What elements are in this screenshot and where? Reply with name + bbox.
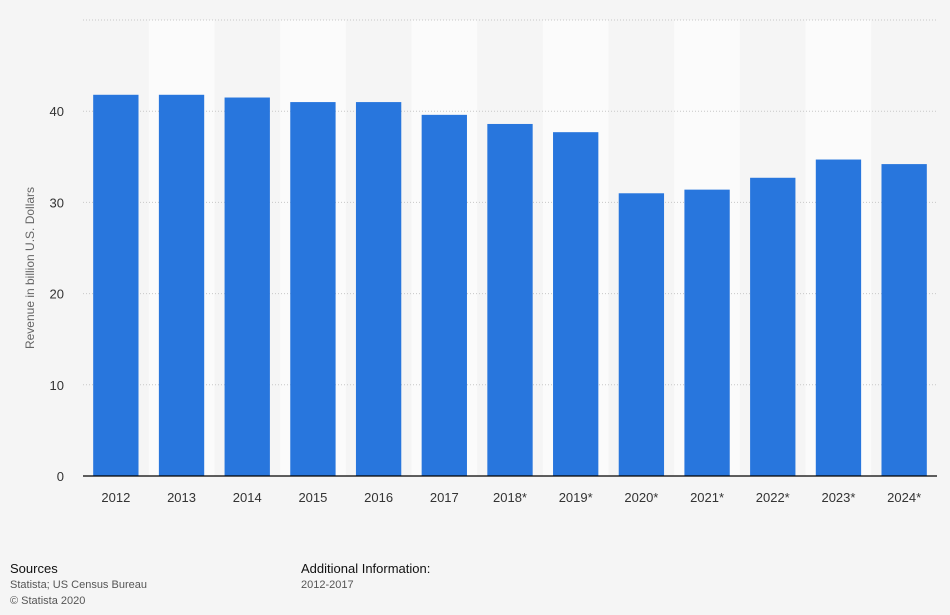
sources-block: Sources Statista; US Census Bureau © Sta… [10,560,147,609]
x-tick-label: 2012 [101,490,130,505]
bar [224,97,270,477]
x-tick-label: 2022* [756,490,790,505]
bar [93,94,139,476]
y-axis-title: Revenue in billion U.S. Dollars [23,187,37,349]
x-tick-label: 2013 [167,490,196,505]
x-tick-label: 2021* [690,490,724,505]
additional-info-heading[interactable]: Additional Information: [301,561,431,576]
additional-info-block: Additional Information: 2012-2017 [301,560,430,593]
bar [290,102,336,476]
bar [553,132,599,476]
x-tick-label: 2024* [887,490,921,505]
bar [421,114,467,477]
x-tick-label: 2017 [430,490,459,505]
bar [881,164,927,476]
chart: 0 10 20 30 40 Revenue in billion U.S. Dollars… [23,19,937,505]
x-tick-label: 2023* [821,490,855,505]
bar-chart-svg: 0 10 20 30 40 Revenue in billion U.S. Dollars… [23,19,937,505]
x-tick-label: 2020* [624,490,658,505]
bar [684,189,730,476]
additional-info-text: 2012-2017 [301,579,354,591]
footer: Sources Statista; US Census Bureau © Sta… [0,560,950,615]
y-tick-label: 30 [50,195,64,210]
sources-text: Statista; US Census Bureau [10,579,147,591]
bar [355,102,402,476]
y-tick-label: 10 [50,378,64,393]
y-tick-label: 40 [50,104,64,119]
bar [618,193,665,476]
x-tick-label: 2016 [364,490,393,505]
y-tick-label: 20 [50,287,64,302]
x-tick-label: 2014 [233,490,262,505]
copyright-text: © Statista 2020 [10,595,86,607]
bar [750,177,796,476]
bar [815,159,862,476]
x-tick-label: 2015 [298,490,327,505]
x-tick-label: 2018* [493,490,527,505]
bar [158,94,205,476]
sources-heading[interactable]: Sources [10,561,58,576]
x-tick-label: 2019* [559,490,593,505]
y-tick-label: 0 [57,469,64,484]
bar [487,123,533,476]
